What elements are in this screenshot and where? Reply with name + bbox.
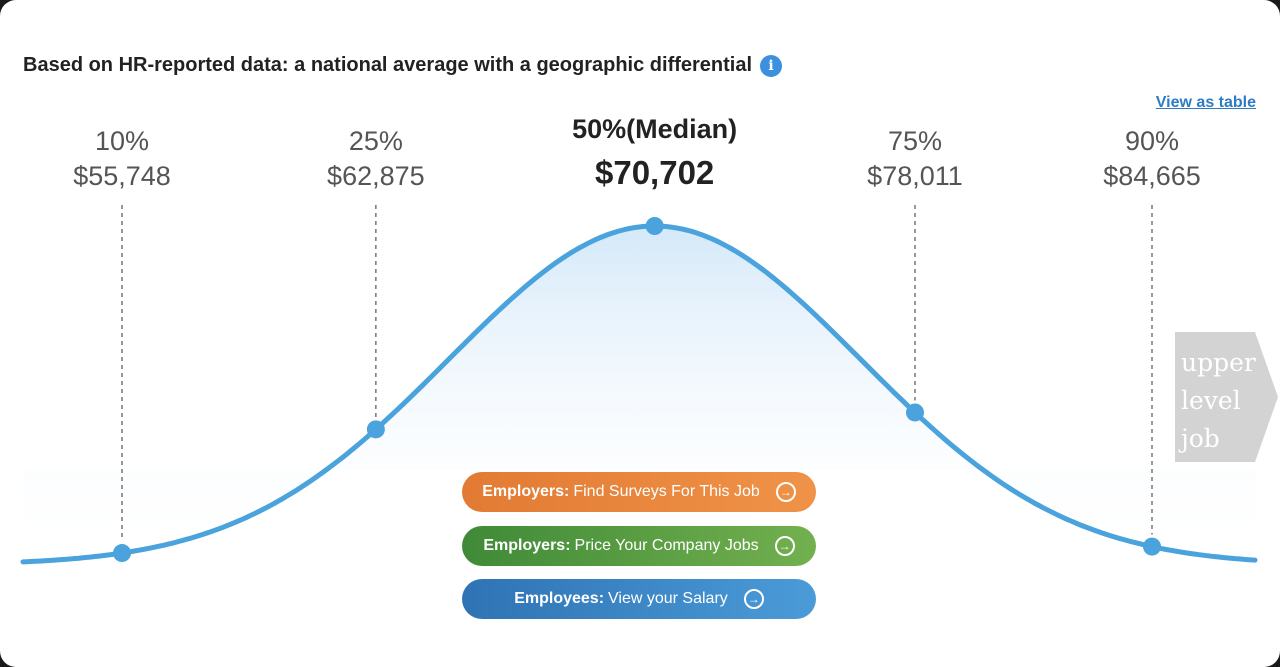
view-salary-prefix: Employees:	[514, 590, 605, 607]
percentile-label: 75%	[888, 126, 942, 156]
percentile-salary: $55,748	[73, 161, 171, 191]
chart-heading: Based on HR-reported data: a national av…	[23, 54, 783, 77]
upper-level-job-arrow-shape	[1175, 332, 1278, 462]
upper-level-job-label: upper level job	[1181, 348, 1256, 453]
percentile-point[interactable]	[645, 217, 664, 235]
curve-area	[23, 226, 1256, 562]
percentile-label: 25%	[349, 126, 403, 156]
heading-title: Based on HR-reported data: a national av…	[23, 54, 753, 76]
view-as-table-link[interactable]: View as table	[1155, 94, 1256, 111]
price-jobs-prefix: Employers:	[483, 537, 571, 554]
percentile-salary: $70,702	[595, 154, 714, 191]
percentile-salary: $84,665	[1103, 161, 1201, 191]
info-icon[interactable]: i	[760, 54, 783, 77]
arrow-circle-icon: →	[774, 536, 795, 556]
percentile-point[interactable]	[113, 544, 131, 563]
percentile-point[interactable]	[1143, 537, 1161, 556]
arrow-circle-icon: →	[775, 482, 796, 502]
view-salary-button[interactable]: Employees: View your Salary →	[462, 579, 816, 619]
find-surveys-prefix: Employers:	[482, 483, 570, 500]
percentile-salary: $78,011	[867, 161, 963, 191]
percentile-point[interactable]	[366, 420, 385, 439]
percentile-label: 50%(Median)	[572, 114, 737, 144]
distribution-curve	[20, 223, 1258, 565]
percentile-salary: $62,875	[327, 161, 425, 191]
view-salary-text: View your Salary	[608, 590, 728, 607]
upper-level-job-arrow[interactable]: upper level job	[1175, 332, 1280, 462]
price-jobs-button[interactable]: Employers: Price Your Company Jobs →	[462, 526, 816, 566]
percentile-label: 10%	[95, 126, 149, 156]
percentile-label: 90%	[1125, 126, 1179, 156]
find-surveys-button[interactable]: Employers: Find Surveys For This Job →	[462, 472, 816, 512]
price-jobs-text: Price Your Company Jobs	[574, 537, 759, 554]
find-surveys-text: Find Surveys For This Job	[573, 483, 760, 500]
arrow-circle-icon: →	[743, 589, 764, 609]
percentile-point[interactable]	[905, 403, 924, 422]
